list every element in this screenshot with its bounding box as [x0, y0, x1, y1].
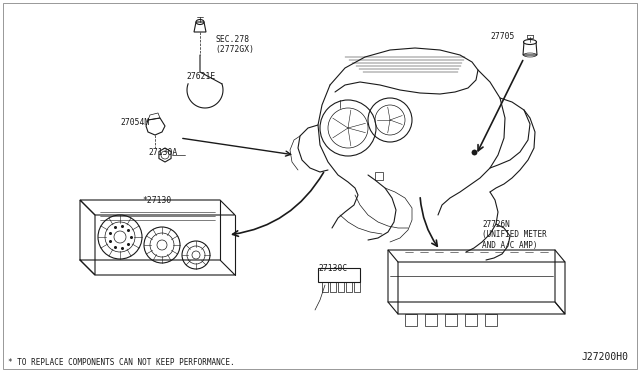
Ellipse shape	[524, 39, 536, 45]
Text: J27200H0: J27200H0	[581, 352, 628, 362]
Text: SEC.278
(2772GX): SEC.278 (2772GX)	[215, 35, 254, 54]
Text: 27130C: 27130C	[318, 264, 348, 273]
Text: 27621E: 27621E	[186, 72, 215, 81]
Text: 27726N
(UNIFIED METER
AND A/C AMP): 27726N (UNIFIED METER AND A/C AMP)	[482, 220, 547, 250]
Text: *27130: *27130	[142, 196, 172, 205]
Text: 27705: 27705	[490, 32, 515, 41]
Text: * TO REPLACE COMPONENTS CAN NOT KEEP PERFORMANCE.: * TO REPLACE COMPONENTS CAN NOT KEEP PER…	[8, 358, 235, 367]
Text: 27130A: 27130A	[148, 148, 177, 157]
Text: 27054M: 27054M	[120, 118, 149, 127]
